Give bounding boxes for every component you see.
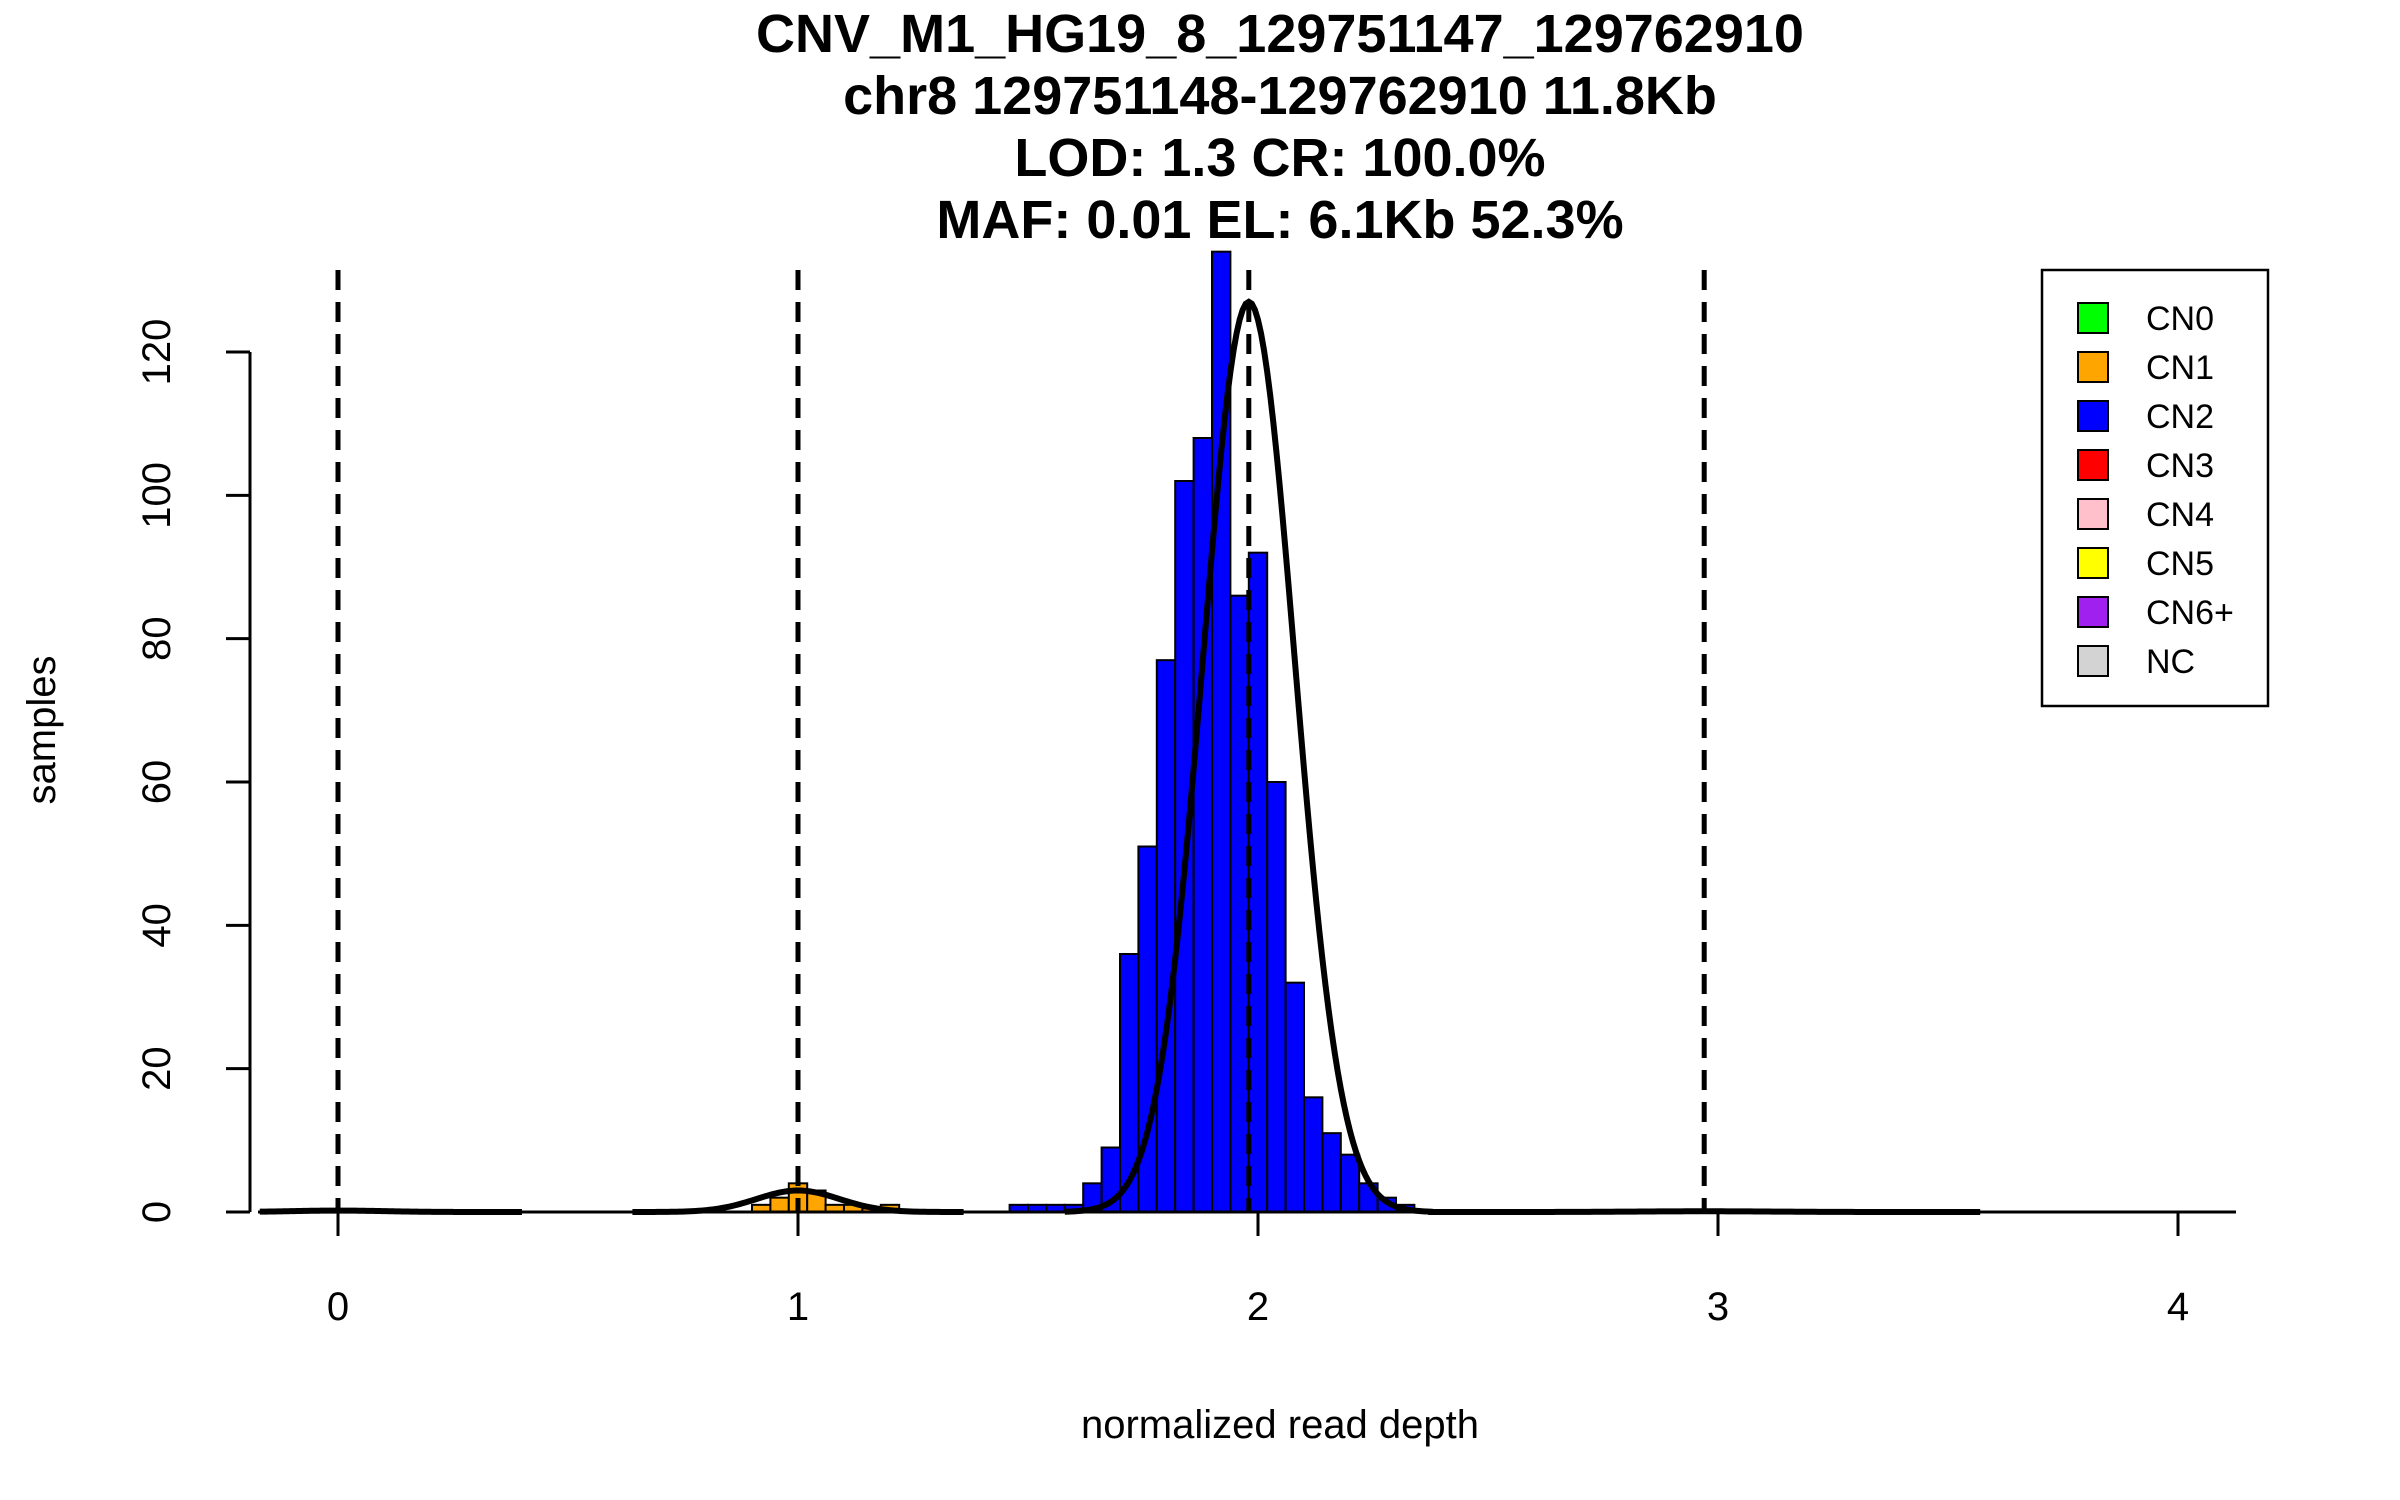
- legend-swatch-cn0: [2077, 302, 2109, 334]
- legend-label-cn3: CN3: [2146, 447, 2214, 485]
- chart-title: CNV_M1_HG19_8_129751147_129762910 chr8 1…: [756, 4, 1804, 250]
- x-axis: 0 1 2 3 4: [258, 1210, 2236, 1329]
- bar-cn1-1: [769, 1196, 790, 1213]
- title-line-3: LOD: 1.3 CR: 100.0%: [1014, 128, 1545, 188]
- title-line-2: chr8 129751148-129762910 11.8Kb: [843, 66, 1717, 126]
- histogram-bars: [751, 250, 1416, 1214]
- legend-label-nc: NC: [2146, 643, 2195, 681]
- y-tick-label-0: 0: [135, 1201, 179, 1223]
- y-tick-label-60: 60: [135, 760, 179, 805]
- legend-swatch-cn2: [2077, 400, 2109, 432]
- bar-cn2-13: [1247, 551, 1269, 1213]
- title-line-1: CNV_M1_HG19_8_129751147_129762910: [756, 4, 1804, 64]
- legend-swatch-cn6plus: [2077, 596, 2109, 628]
- bar-cn2-14: [1266, 781, 1287, 1213]
- legend: CN0 CN1 CN2 CN3 CN4 CN5 CN6+ NC: [2040, 268, 2270, 708]
- y-axis-label: samples: [20, 656, 64, 805]
- y-tick-label-20: 20: [135, 1046, 179, 1091]
- bar-cn2-15: [1284, 981, 1305, 1214]
- bar-cn2-8: [1155, 659, 1177, 1213]
- y-tick-label-100: 100: [135, 462, 179, 529]
- x-tick-label-2: 2: [1247, 1285, 1269, 1329]
- legend-box: [2040, 268, 2270, 708]
- legend-label-cn0: CN0: [2146, 300, 2214, 338]
- x-tick-label-1: 1: [787, 1285, 809, 1329]
- y-tick-label-120: 120: [135, 319, 179, 386]
- bar-cn2-12: [1229, 594, 1250, 1213]
- legend-swatch-nc: [2077, 645, 2109, 677]
- y-axis: 0 20 40 60 80 100 120: [135, 319, 252, 1223]
- x-tick-label-4: 4: [2167, 1285, 2189, 1329]
- legend-swatch-cn4: [2077, 498, 2109, 530]
- cutoff-lines: [335, 270, 1707, 1212]
- bar-cn2-16: [1303, 1096, 1324, 1214]
- bar-cn2-17: [1321, 1132, 1342, 1213]
- y-tick-label-80: 80: [135, 616, 179, 661]
- x-tick-label-0: 0: [327, 1285, 349, 1329]
- x-axis-label: normalized read depth: [1081, 1403, 1479, 1447]
- legend-swatch-cn1: [2077, 351, 2109, 383]
- y-tick-label-40: 40: [135, 903, 179, 948]
- legend-swatch-cn3: [2077, 449, 2109, 481]
- title-line-4: MAF: 0.01 EL: 6.1Kb 52.3%: [936, 190, 1623, 250]
- x-tick-label-3: 3: [1707, 1285, 1729, 1329]
- fit-curve-cn2: [1064, 298, 1433, 1215]
- legend-swatch-cn5: [2077, 547, 2109, 579]
- legend-label-cn5: CN5: [2146, 545, 2214, 583]
- legend-label-cn2: CN2: [2146, 398, 2214, 436]
- legend-label-cn1: CN1: [2146, 349, 2214, 387]
- legend-label-cn6plus: CN6+: [2146, 594, 2234, 632]
- bar-cn2-18: [1339, 1153, 1361, 1213]
- legend-label-cn4: CN4: [2146, 496, 2214, 534]
